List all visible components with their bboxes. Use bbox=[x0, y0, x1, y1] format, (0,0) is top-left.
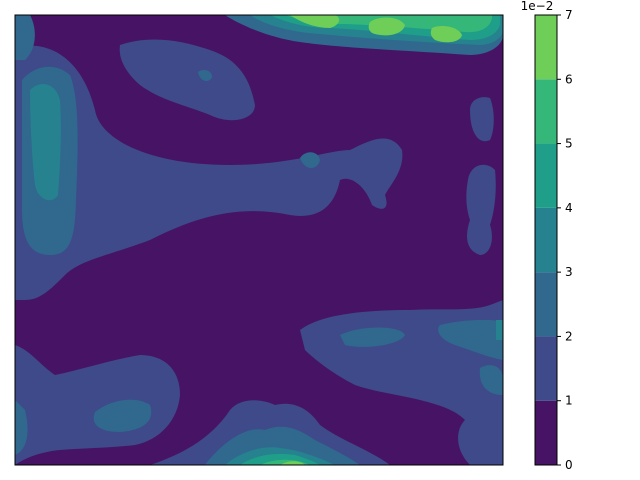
colorbar-tick-label: 4 bbox=[565, 201, 573, 215]
colorbar-tick-label: 3 bbox=[565, 265, 573, 279]
contour-band-lower-left bbox=[15, 345, 180, 465]
contour-band-right-edge-2 bbox=[466, 164, 496, 255]
contour-plot-area bbox=[15, 15, 503, 465]
colorbar-frame bbox=[534, 14, 558, 466]
colorbar-segment bbox=[535, 336, 557, 401]
colorbar-tick-label: 0 bbox=[565, 458, 573, 472]
contour-band-top-left-edge bbox=[15, 15, 35, 60]
contour-band-right-spot bbox=[496, 320, 503, 340]
colorbar-tick-label: 1 bbox=[565, 394, 573, 408]
colorbar-segment bbox=[535, 15, 557, 80]
colorbar-segment bbox=[535, 207, 557, 273]
contour-band-right-bump bbox=[479, 365, 503, 395]
colorbar-segment bbox=[535, 143, 557, 208]
plot-frame bbox=[14, 14, 504, 466]
contour-band-bottom-left-edge bbox=[15, 400, 28, 455]
contour-band-top-peak-1 bbox=[290, 15, 340, 28]
contour-band-left-core bbox=[30, 84, 61, 201]
colorbar-tick-label: 6 bbox=[565, 72, 573, 86]
colorbar: 0 1 2 3 4 5 6 7 bbox=[534, 8, 573, 472]
colorbar-tick-label: 7 bbox=[565, 8, 573, 22]
contour-band-small-spot-2 bbox=[300, 152, 320, 168]
contour-band-top-peak-2 bbox=[368, 17, 405, 36]
contour-band-right-edge-1 bbox=[470, 97, 494, 142]
contour-level-6 bbox=[280, 15, 462, 465]
colorbar-segment bbox=[535, 272, 557, 337]
colorbar-segment bbox=[535, 400, 557, 465]
contour-band-small-spot-1 bbox=[198, 69, 212, 82]
colorbar-tick-label: 2 bbox=[565, 329, 573, 343]
contour-band-top-blob bbox=[119, 39, 255, 121]
contour-band-bottom-peak bbox=[280, 461, 305, 465]
contour-band-left-arm bbox=[15, 45, 403, 300]
colorbar-segment bbox=[535, 79, 557, 144]
contour-band-lower-right-edge bbox=[438, 319, 503, 360]
colorbar-offset-text: 1e−2 bbox=[521, 0, 554, 13]
contour-band-top-peak-3 bbox=[430, 26, 462, 43]
contour-band-lower-left-blob bbox=[93, 399, 152, 432]
colorbar-tick-label: 5 bbox=[565, 137, 573, 151]
contour-band-right-streak bbox=[340, 327, 405, 347]
